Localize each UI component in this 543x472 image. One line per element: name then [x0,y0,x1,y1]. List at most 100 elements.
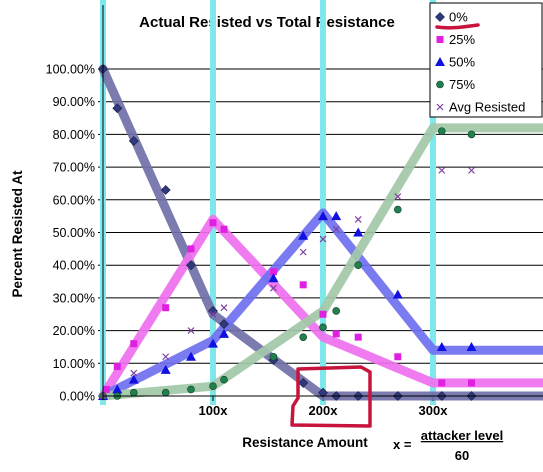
data-point-75- [332,307,341,315]
legend-marker [435,57,445,66]
data-point-75- [467,130,476,139]
data-point-25- [270,268,277,276]
data-point-25- [220,225,228,233]
x-axis-tick-labels: 100x 200x 300x [199,396,449,418]
x-tick-label: 300x [419,403,449,418]
data-point-50- [186,351,196,361]
legend-marker [436,36,444,43]
y-tick-label: 30.00% [53,291,95,305]
data-point-50- [160,364,171,374]
y-tick-label: 90.00% [53,95,95,109]
data-point-avg-resisted [299,248,307,256]
red-annotation [290,23,480,428]
data-point-25- [209,219,217,227]
data-point-avg-resisted [468,166,475,174]
y-tick-label: 60.00% [53,193,95,207]
data-point-25- [438,379,446,387]
data-point-avg-resisted [187,327,195,335]
legend-box [429,2,543,118]
data-point-50- [208,338,218,348]
data-point-avg-resisted [394,193,402,200]
formula-lhs: x = [393,437,412,452]
data-point-0- [298,377,309,388]
data-point-25- [394,353,402,361]
data-point-75- [299,333,308,341]
data-point-25- [354,333,362,341]
data-point-0- [160,185,171,195]
y-tick-label: 70.00% [53,161,95,175]
data-point-50- [219,328,229,338]
data-point-50- [331,211,342,221]
data-point-avg-resisted [354,215,362,223]
data-point-50- [318,211,328,221]
legend: 0% 25% 50% 75% Avg Resisted [429,2,543,118]
formula-denominator: 60 [455,448,469,463]
data-point-avg-resisted [319,235,327,243]
x-tick-label: 100x [199,403,229,418]
data-point-avg-resisted [270,284,277,292]
y-tick-label: 100.00% [46,63,95,77]
data-point-0- [219,319,229,329]
x-axis-title: Resistance Amount [242,435,368,450]
y-axis-title: Percent Resisted At [10,170,25,298]
chart-title: Actual Resisted vs Total Resistance [139,14,395,31]
data-point-25- [299,281,307,289]
data-point-25- [332,330,340,338]
legend-label: 50% [449,55,475,70]
data-point-25- [319,310,327,318]
data-point-0- [128,136,139,146]
data-point-50- [112,384,123,394]
data-point-avg-resisted [438,166,446,174]
data-point-avg-resisted [209,310,217,318]
data-point-25- [130,340,138,348]
data-point-avg-resisted [130,369,138,377]
highlight-box-mark [290,365,372,428]
y-tick-label: 80.00% [53,128,95,142]
data-point-25- [187,245,195,253]
formula: x = attacker level 60 [393,428,503,463]
data-point-75- [130,388,138,397]
data-point-0- [208,306,218,316]
data-point-25- [162,304,170,312]
legend-marker [436,103,444,111]
y-tick-label: 10.00% [53,357,95,371]
legend-underline-mark [435,23,480,30]
data-point-0- [318,387,328,398]
formula-numerator: attacker level [421,428,503,443]
y-tick-label: 0.00% [60,390,95,404]
data-point-75- [209,382,217,390]
y-tick-label: 40.00% [53,259,95,273]
legend-label: 25% [449,32,475,47]
x-tick-label: 200x [309,403,339,418]
data-point-50- [128,374,139,384]
data-point-50- [392,289,403,299]
data-point-50- [298,230,309,240]
legend-marker [436,80,444,89]
data-point-25- [113,363,121,371]
data-point-25- [102,385,110,393]
y-tick-label: 50.00% [53,226,95,240]
data-point-25- [468,379,475,387]
legend-marker [435,12,445,22]
data-point-75- [269,352,278,361]
data-point-75- [319,323,327,332]
y-axis-tick-labels: 0.00% 10.00% 20.00% 30.00% 40.00% 50.00% 60.00… [46,63,95,404]
data-point-0- [186,260,196,271]
legend-label: 75% [449,77,475,92]
data-point-75- [393,205,402,214]
data-point-75- [354,261,363,270]
data-point-75- [161,388,170,397]
legend-label: 0% [449,10,468,25]
data-point-75- [187,385,195,394]
data-point-avg-resisted [162,353,170,361]
y-tick-label: 20.00% [53,324,95,338]
data-point-50- [436,341,447,351]
legend-label: Avg Resisted [449,100,525,115]
data-point-50- [353,227,364,237]
data-point-50- [466,341,477,351]
data-point-avg-resisted [220,304,228,312]
data-point-50- [268,273,279,283]
data-point-avg-resisted [332,225,340,233]
data-point-0- [112,103,123,114]
